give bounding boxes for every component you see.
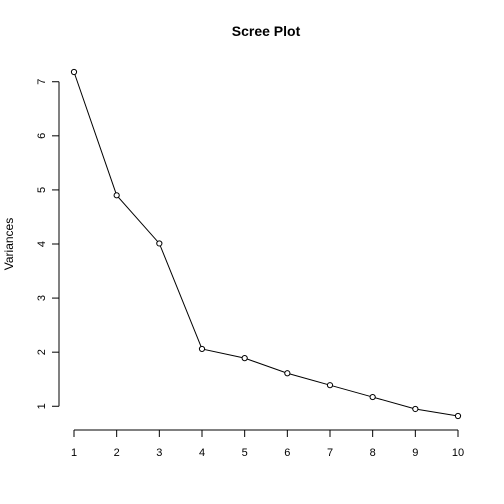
data-point [284,370,291,377]
x-tick-label: 8 [370,447,376,459]
y-tick-label: 7 [36,79,48,85]
y-tick-label: 6 [36,133,48,139]
y-tick-label: 1 [36,403,48,409]
chart-title: Scree Plot [232,23,301,39]
y-axis: 1 2 3 4 5 6 7 [36,79,60,409]
x-tick-label: 2 [114,447,120,459]
x-tick-label: 10 [452,447,464,459]
y-tick-label: 5 [36,187,48,193]
data-point [70,68,78,76]
x-tick-label: 4 [199,447,205,459]
x-tick-label: 6 [284,447,290,459]
series-line [73,71,459,417]
y-tick-label: 4 [36,241,48,247]
x-tick-label: 1 [71,447,77,459]
data-point [198,345,206,353]
y-tick-label: 2 [36,349,48,355]
x-tick-label: 5 [242,447,248,459]
data-point [412,405,419,413]
data-point [326,382,334,389]
x-axis: 1 2 3 4 5 6 7 8 9 10 [71,429,464,459]
y-tick-label: 3 [36,295,48,301]
data-point [241,355,248,362]
x-tick-label: 3 [156,447,162,459]
y-axis-label: Variances [2,218,16,270]
data-point [156,240,163,247]
plot-area [70,68,462,420]
data-point [369,393,376,401]
x-tick-label: 9 [412,447,418,459]
data-point [454,412,462,420]
x-tick-label: 7 [327,447,333,459]
data-point [113,192,120,199]
